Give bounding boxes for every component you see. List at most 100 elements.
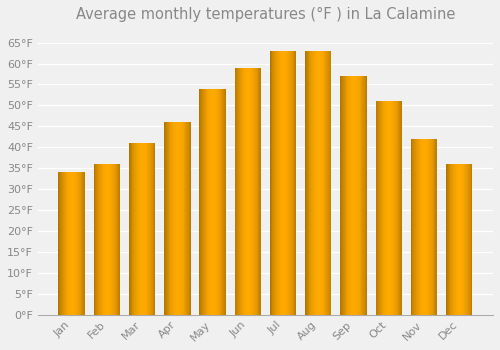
Bar [253,68,254,315]
Bar [290,51,291,315]
Bar [313,51,314,315]
Bar [242,68,244,315]
Bar [458,164,459,315]
Bar [420,139,422,315]
Bar [452,164,453,315]
Bar [425,139,426,315]
Bar [446,164,447,315]
Bar [173,122,174,315]
Bar [110,164,112,315]
Bar [137,143,138,315]
Bar [451,164,452,315]
Bar [346,76,348,315]
Bar [349,76,350,315]
Bar [180,122,181,315]
Bar [256,68,258,315]
Bar [219,89,220,315]
Bar [341,76,342,315]
Bar [316,51,318,315]
Bar [392,101,393,315]
Bar [417,139,418,315]
Bar [201,89,202,315]
Bar [211,89,212,315]
Bar [176,122,178,315]
Bar [218,89,219,315]
Bar [129,143,130,315]
Bar [412,139,414,315]
Bar [145,143,146,315]
Bar [350,76,351,315]
Bar [170,122,171,315]
Bar [460,164,461,315]
Bar [60,173,61,315]
Bar [305,51,332,315]
Bar [220,89,222,315]
Bar [343,76,344,315]
Bar [63,173,64,315]
Bar [74,173,75,315]
Bar [135,143,136,315]
Bar [401,101,402,315]
Bar [116,164,117,315]
Bar [278,51,280,315]
Bar [174,122,176,315]
Bar [329,51,330,315]
Bar [61,173,62,315]
Bar [142,143,143,315]
Bar [182,122,184,315]
Bar [414,139,415,315]
Bar [365,76,366,315]
Bar [69,173,70,315]
Bar [379,101,380,315]
Bar [376,101,378,315]
Bar [285,51,286,315]
Bar [398,101,400,315]
Bar [138,143,140,315]
Bar [416,139,417,315]
Bar [166,122,167,315]
Bar [270,51,272,315]
Bar [202,89,203,315]
Bar [94,164,120,315]
Bar [223,89,224,315]
Bar [246,68,247,315]
Bar [78,173,79,315]
Bar [96,164,97,315]
Bar [79,173,80,315]
Bar [107,164,108,315]
Bar [70,173,71,315]
Bar [459,164,460,315]
Bar [378,101,379,315]
Bar [359,76,360,315]
Bar [462,164,464,315]
Bar [464,164,466,315]
Bar [200,89,201,315]
Bar [312,51,313,315]
Bar [454,164,455,315]
Bar [446,164,472,315]
Bar [118,164,120,315]
Bar [258,68,260,315]
Bar [470,164,472,315]
Bar [225,89,226,315]
Bar [430,139,431,315]
Bar [387,101,388,315]
Bar [395,101,396,315]
Bar [84,173,85,315]
Bar [381,101,382,315]
Bar [224,89,225,315]
Bar [400,101,401,315]
Bar [326,51,327,315]
Bar [136,143,137,315]
Bar [424,139,425,315]
Bar [64,173,66,315]
Bar [66,173,68,315]
Bar [134,143,135,315]
Bar [239,68,240,315]
Bar [72,173,74,315]
Bar [340,76,366,315]
Bar [236,68,238,315]
Bar [356,76,357,315]
Bar [154,143,156,315]
Bar [101,164,102,315]
